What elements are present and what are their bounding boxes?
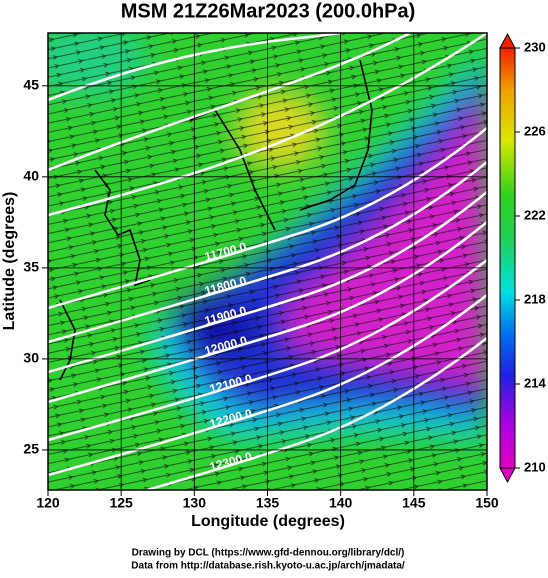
field: 11700.011800.011900.012000.012100.012200…	[48, 33, 487, 490]
colorbar-tick-label: 230	[524, 39, 546, 54]
credit: Drawing by DCL (https://www.gfd-dennou.o…	[132, 548, 405, 559]
x-tick-label: 130	[183, 495, 207, 511]
x-tick-label: 125	[109, 495, 133, 511]
x-tick-label: 135	[256, 495, 280, 511]
colorbar-tick-label: 222	[524, 207, 546, 222]
x-tick-label: 120	[36, 495, 60, 511]
y-tick-label: 30	[23, 350, 39, 366]
colorbar-tick-label: 214	[524, 375, 546, 390]
y-tick-label: 35	[23, 259, 39, 275]
x-tick-label: 150	[475, 495, 499, 511]
coastline	[59, 59, 373, 381]
contour-line	[142, 337, 487, 490]
colorbar-tick-label: 210	[524, 459, 546, 474]
contour-line	[48, 127, 487, 310]
x-tick-label: 140	[329, 495, 353, 511]
contour-line	[48, 259, 487, 442]
y-tick-label: 45	[23, 77, 39, 93]
colorbar-tick-label: 226	[524, 123, 546, 138]
chart-title: MSM 21Z26Mar2023 (200.0hPa)	[121, 0, 416, 22]
contour-line	[48, 191, 487, 374]
colorbar-tick-label: 218	[524, 291, 546, 306]
x-tick-label: 145	[402, 495, 426, 511]
y-tick-label: 40	[23, 168, 39, 184]
contour-line	[48, 221, 487, 404]
colorbar-extend	[499, 467, 516, 484]
contour-line	[48, 33, 487, 217]
x-axis-label: Longitude (degrees)	[191, 513, 345, 530]
contour-line	[48, 161, 487, 344]
y-axis-label: Latitude (degrees)	[1, 192, 18, 331]
credit: Data from http://database.rish.kyoto-u.a…	[131, 561, 405, 572]
y-tick-label: 25	[23, 441, 39, 457]
colorbar	[499, 47, 516, 469]
colorbar-extend	[499, 32, 516, 49]
